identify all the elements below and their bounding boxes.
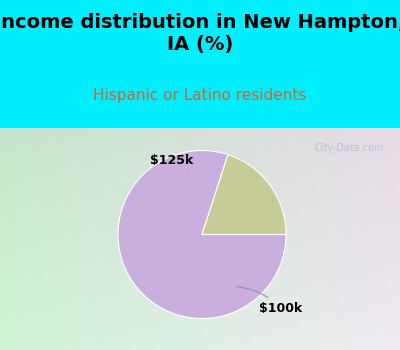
Text: Hispanic or Latino residents: Hispanic or Latino residents — [93, 88, 307, 103]
Text: Income distribution in New Hampton,
IA (%): Income distribution in New Hampton, IA (… — [0, 13, 400, 54]
Text: $125k: $125k — [150, 154, 193, 172]
Wedge shape — [118, 150, 286, 318]
Text: $100k: $100k — [237, 287, 302, 315]
Text: City-Data.com: City-Data.com — [314, 143, 384, 153]
Wedge shape — [202, 155, 286, 234]
